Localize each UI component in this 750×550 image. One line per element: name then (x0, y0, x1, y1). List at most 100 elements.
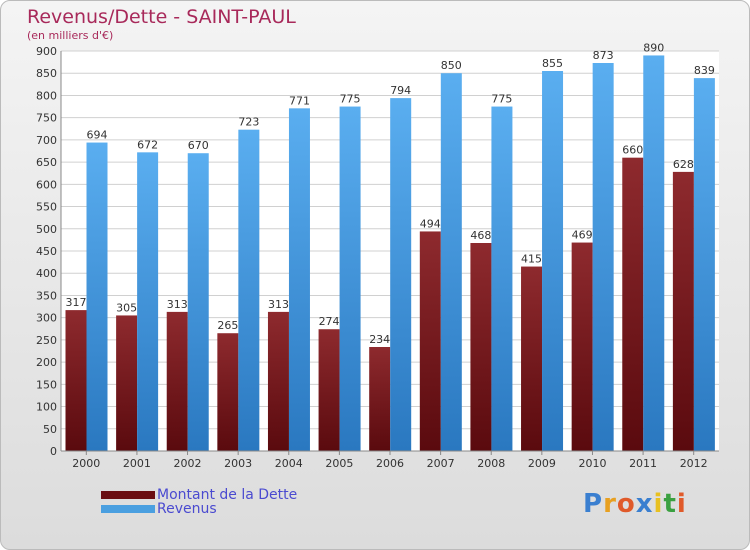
logo-letter: r (603, 489, 617, 519)
data-label-debt: 313 (268, 298, 289, 311)
bar-debt-2010 (571, 242, 593, 451)
data-label-revenus: 670 (188, 139, 209, 152)
logo-letter: i (676, 489, 687, 519)
data-label-debt: 265 (217, 319, 238, 332)
x-tick-label: 2002 (174, 457, 202, 470)
y-tick-label: 700 (36, 134, 57, 147)
proxiti-logo: Proxiti (583, 489, 687, 519)
logo-letter: t (663, 489, 677, 519)
logo-letter: x (635, 489, 654, 519)
bar-debt-2011 (622, 157, 644, 451)
y-tick-label: 600 (36, 178, 57, 191)
logo-letter: i (653, 489, 664, 519)
bar-debt-2004 (267, 311, 289, 451)
bar-debt-2005 (318, 329, 340, 451)
chart-subtitle: (en milliers d'€) (27, 29, 114, 42)
bar-revenus-2001 (137, 152, 159, 452)
data-label-revenus: 694 (87, 129, 108, 142)
bar-debt-2002 (166, 311, 188, 451)
data-label-debt: 468 (470, 229, 491, 242)
data-label-revenus: 775 (340, 93, 361, 106)
x-tick-label: 2012 (680, 457, 708, 470)
data-label-debt: 415 (521, 253, 542, 266)
data-label-revenus: 855 (542, 57, 563, 70)
bar-revenus-2008 (491, 106, 513, 452)
data-label-debt: 274 (319, 315, 340, 328)
logo-letter: P (583, 489, 604, 519)
x-tick-label: 2010 (578, 457, 606, 470)
x-tick-label: 2006 (376, 457, 404, 470)
x-tick-label: 2004 (275, 457, 303, 470)
data-label-debt: 494 (420, 217, 441, 230)
y-tick-label: 800 (36, 89, 57, 102)
bar-revenus-2004 (288, 108, 310, 451)
bar-revenus-2006 (390, 98, 412, 451)
x-tick-label: 2007 (427, 457, 455, 470)
x-tick-label: 2001 (123, 457, 151, 470)
y-tick-label: 100 (36, 401, 57, 414)
y-tick-label: 250 (36, 334, 57, 347)
y-tick-label: 0 (50, 445, 57, 458)
x-tick-label: 2005 (325, 457, 353, 470)
bar-revenus-2012 (693, 78, 715, 451)
x-tick-label: 2009 (528, 457, 556, 470)
data-label-revenus: 723 (238, 116, 259, 129)
legend-label-debt: Montant de la Dette (157, 486, 298, 503)
y-tick-label: 650 (36, 156, 57, 169)
data-label-revenus: 873 (593, 49, 614, 62)
y-tick-label: 500 (36, 223, 57, 236)
data-label-revenus: 839 (694, 64, 715, 77)
x-tick-label: 2003 (224, 457, 252, 470)
logo-letter: o (616, 489, 636, 519)
y-tick-label: 350 (36, 289, 57, 302)
data-label-debt: 317 (66, 296, 87, 309)
y-tick-label: 550 (36, 201, 57, 214)
bar-revenus-2003 (238, 129, 260, 451)
legend-swatch-revenus (101, 504, 155, 513)
y-tick-label: 450 (36, 245, 57, 258)
data-label-debt: 660 (622, 144, 643, 157)
y-tick-label: 50 (43, 423, 57, 436)
bar-revenus-2000 (86, 142, 108, 452)
data-label-debt: 234 (369, 333, 390, 346)
bar-revenus-2002 (187, 153, 209, 451)
data-label-revenus: 850 (441, 59, 462, 72)
bar-revenus-2010 (592, 63, 614, 451)
bar-debt-2008 (470, 243, 492, 451)
x-tick-label: 2008 (477, 457, 505, 470)
x-tick-label: 2000 (72, 457, 100, 470)
bar-debt-2001 (116, 315, 138, 451)
bar-debt-2000 (65, 310, 87, 451)
y-tick-label: 300 (36, 312, 57, 325)
legend-swatch-debt (101, 490, 155, 499)
bar-revenus-2007 (440, 73, 462, 451)
y-tick-label: 150 (36, 378, 57, 391)
bar-debt-2003 (217, 333, 239, 451)
bar-revenus-2009 (542, 71, 564, 451)
bar-debt-2007 (419, 231, 441, 451)
data-label-revenus: 672 (137, 138, 158, 151)
data-label-debt: 313 (167, 298, 188, 311)
bar-revenus-2011 (643, 55, 665, 451)
y-tick-label: 850 (36, 67, 57, 80)
chart-title: Revenus/Dette - SAINT-PAUL (27, 6, 296, 28)
bar-debt-2006 (369, 347, 391, 451)
data-label-revenus: 775 (491, 93, 512, 106)
data-label-debt: 628 (673, 158, 694, 171)
data-label-debt: 469 (572, 229, 593, 242)
bar-debt-2009 (521, 266, 543, 451)
legend-label-revenus: Revenus (157, 500, 217, 517)
data-label-revenus: 890 (643, 41, 664, 54)
y-tick-label: 750 (36, 112, 57, 125)
data-label-debt: 305 (116, 301, 137, 314)
bar-revenus-2005 (339, 106, 361, 452)
bar-debt-2012 (672, 171, 694, 451)
legend-item-revenus: Revenus (101, 500, 217, 517)
y-tick-label: 900 (36, 45, 57, 58)
data-label-revenus: 771 (289, 94, 310, 107)
legend-item-debt: Montant de la Dette (101, 486, 298, 503)
x-tick-label: 2011 (629, 457, 657, 470)
y-tick-label: 200 (36, 356, 57, 369)
